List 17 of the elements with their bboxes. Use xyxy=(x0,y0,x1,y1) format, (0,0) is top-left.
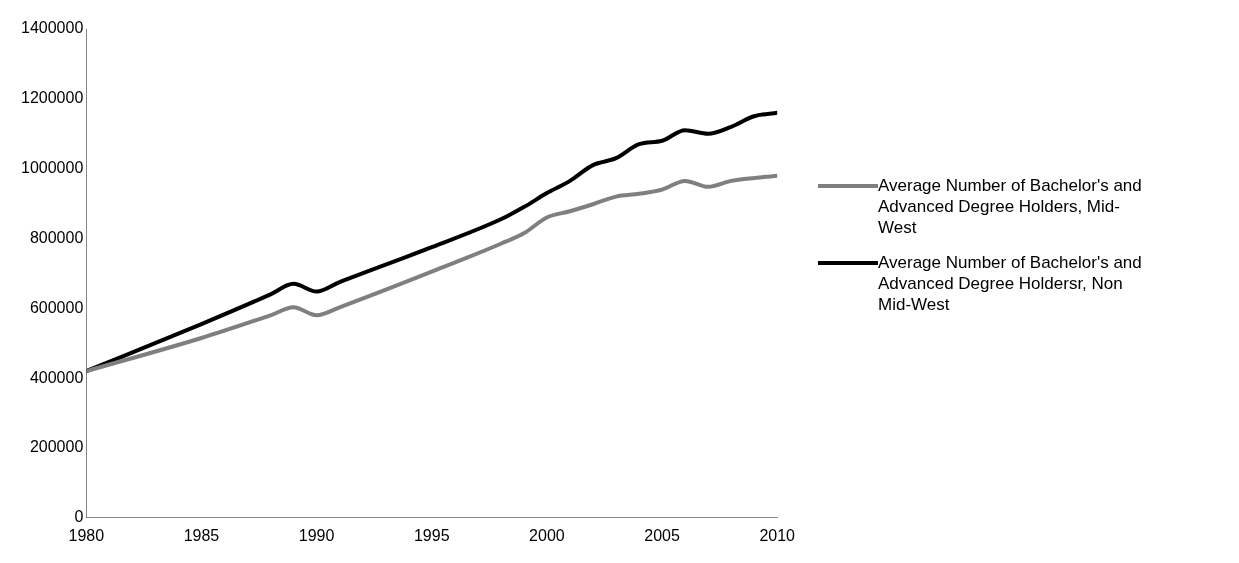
x-tick-label: 2010 xyxy=(759,526,796,544)
y-tick-label: 400000 xyxy=(29,368,84,386)
x-tick-label: 1980 xyxy=(68,526,105,544)
x-tick-label: 1990 xyxy=(298,526,335,544)
y-tick-label: 1200000 xyxy=(20,89,84,107)
x-tick-label: 1985 xyxy=(183,526,220,544)
x-tick-label: 2000 xyxy=(529,526,565,544)
y-tick-label: 0 xyxy=(74,508,84,526)
y-tick-label: 200000 xyxy=(29,438,84,456)
x-tick-label: 1995 xyxy=(413,526,450,544)
y-tick-label: 1000000 xyxy=(20,159,84,177)
legend-label: Average Number of Bachelor's and Advanced Degree Holders, Mid-West xyxy=(878,174,1143,238)
y-tick-label: 600000 xyxy=(29,298,84,316)
legend-label: Average Number of Bachelor's and Advanced Degree Holdersr, Non Mid-West xyxy=(878,251,1143,315)
x-tick-label: 2005 xyxy=(644,526,680,544)
y-tick-label: 1400000 xyxy=(20,19,84,37)
y-tick-label: 800000 xyxy=(29,228,84,246)
